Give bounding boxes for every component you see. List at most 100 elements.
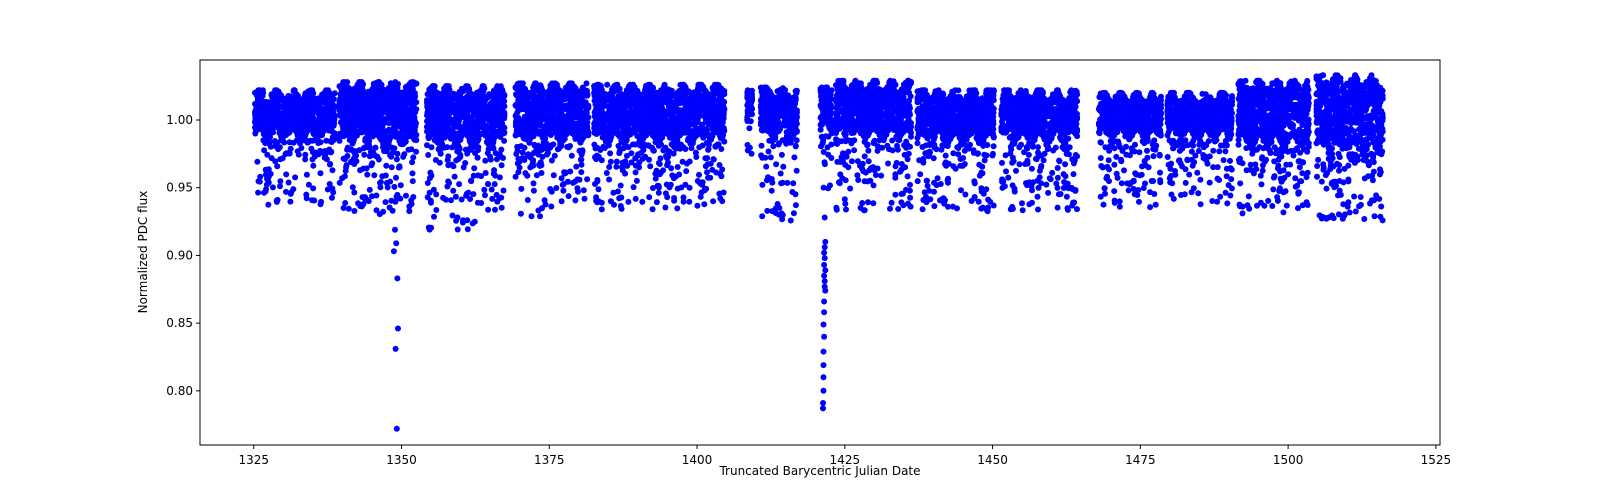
data-point xyxy=(309,156,316,163)
data-point xyxy=(303,171,310,178)
data-point xyxy=(379,130,386,137)
data-point xyxy=(705,146,712,153)
data-point xyxy=(252,89,258,96)
data-point xyxy=(455,156,462,162)
data-point xyxy=(552,128,559,135)
data-point xyxy=(445,153,452,160)
data-point xyxy=(358,122,365,129)
data-point xyxy=(360,128,367,135)
data-point xyxy=(591,125,598,132)
data-point xyxy=(635,151,642,158)
data-point xyxy=(576,126,583,133)
data-point xyxy=(678,141,684,148)
data-point xyxy=(550,172,557,179)
data-point xyxy=(475,89,482,95)
data-point xyxy=(678,125,685,132)
data-point xyxy=(391,113,398,120)
data-point xyxy=(655,160,662,166)
data-point xyxy=(554,134,561,141)
data-point xyxy=(290,102,297,109)
data-point xyxy=(273,100,280,107)
data-point xyxy=(287,198,294,205)
data-point xyxy=(491,122,498,129)
data-point xyxy=(413,106,420,113)
data-point xyxy=(721,106,728,113)
data-point xyxy=(709,130,716,137)
data-point xyxy=(326,161,333,168)
data-point xyxy=(603,131,610,138)
data-point xyxy=(384,184,391,191)
data-point xyxy=(584,176,591,183)
data-point xyxy=(708,105,715,111)
data-point xyxy=(343,116,350,122)
data-point xyxy=(664,155,671,162)
data-point xyxy=(684,96,691,103)
data-point xyxy=(467,89,474,96)
data-point xyxy=(619,116,626,123)
data-point xyxy=(575,132,582,139)
data-point xyxy=(357,167,364,174)
data-point xyxy=(501,103,508,110)
data-point xyxy=(556,104,563,111)
data-point xyxy=(515,155,522,162)
scatter-points xyxy=(252,72,1386,432)
data-point xyxy=(678,90,685,97)
data-point xyxy=(652,124,659,131)
data-point xyxy=(615,143,622,149)
data-point xyxy=(633,177,640,184)
data-point xyxy=(260,137,267,144)
data-point xyxy=(393,156,400,163)
data-point xyxy=(437,100,444,107)
data-point xyxy=(572,85,579,92)
data-point xyxy=(492,206,498,213)
data-point xyxy=(427,109,434,116)
data-point xyxy=(512,173,519,180)
data-point xyxy=(263,181,270,188)
data-point xyxy=(512,132,519,139)
data-point xyxy=(439,127,445,134)
data-point xyxy=(746,125,753,132)
data-point xyxy=(435,146,442,153)
data-point xyxy=(670,142,677,149)
data-point xyxy=(308,88,315,95)
data-point xyxy=(273,108,280,115)
data-point xyxy=(622,170,629,177)
data-point xyxy=(413,137,420,144)
data-point xyxy=(530,157,537,164)
data-point xyxy=(607,150,614,157)
data-point xyxy=(565,81,572,88)
data-point xyxy=(585,102,592,109)
data-point xyxy=(645,111,652,118)
data-point xyxy=(357,203,364,210)
data-point xyxy=(301,122,308,129)
data-point xyxy=(604,81,611,88)
data-point xyxy=(442,196,449,203)
data-point xyxy=(388,153,395,160)
data-point xyxy=(347,128,354,135)
data-point xyxy=(570,179,576,186)
data-point xyxy=(585,114,592,121)
data-point xyxy=(388,105,395,111)
data-point xyxy=(680,81,687,88)
data-point xyxy=(453,217,460,224)
data-point xyxy=(448,161,455,168)
data-point xyxy=(576,120,583,126)
data-point xyxy=(629,113,636,120)
data-point xyxy=(493,94,500,101)
data-point xyxy=(387,134,394,140)
data-point xyxy=(533,172,540,179)
data-point xyxy=(425,133,432,140)
data-point xyxy=(291,87,298,94)
data-point xyxy=(564,143,571,150)
data-point xyxy=(367,130,374,137)
data-point xyxy=(654,182,661,189)
data-point xyxy=(520,121,527,128)
data-point xyxy=(425,152,432,158)
data-point xyxy=(615,93,622,100)
data-point xyxy=(533,96,540,103)
data-point xyxy=(597,147,604,153)
data-point xyxy=(679,158,686,165)
data-point xyxy=(500,187,507,194)
data-point xyxy=(275,91,281,98)
